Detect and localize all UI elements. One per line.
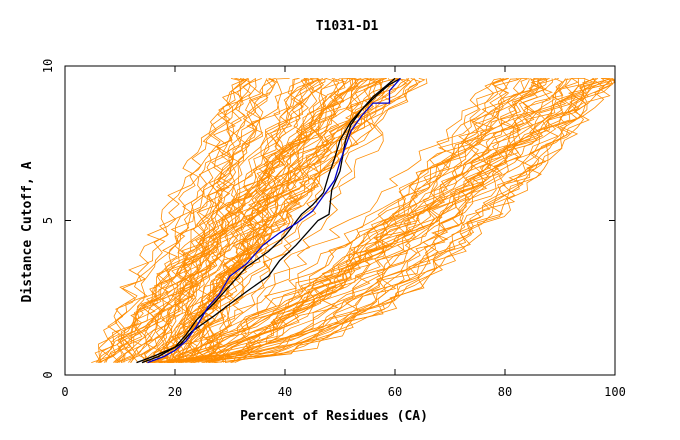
model-curve — [114, 78, 276, 363]
model-curve — [128, 78, 251, 363]
model-curve — [175, 78, 568, 363]
x-axis-ticks: 0 20 40 60 80 100 — [61, 66, 626, 399]
model-curve — [116, 78, 241, 363]
model-curve — [157, 78, 352, 363]
model-curve — [212, 78, 422, 363]
model-curve — [184, 78, 596, 363]
model-curve — [95, 78, 419, 363]
model-curve — [177, 78, 336, 363]
y-axis-label: Distance Cutoff, A — [20, 161, 35, 302]
model-curve — [130, 78, 251, 363]
highlighted-model-curve — [147, 77, 401, 364]
x-tick-label: 100 — [604, 385, 626, 399]
chart-title: T1031-D1 — [316, 19, 379, 34]
model-curve — [168, 78, 381, 363]
x-tick-label: 0 — [61, 385, 68, 399]
model-curve — [165, 78, 269, 363]
model-curve — [204, 78, 324, 363]
model-curve — [113, 78, 319, 363]
model-curve — [165, 78, 299, 363]
model-curve — [225, 78, 510, 363]
model-curve — [178, 78, 535, 363]
model-curve — [208, 78, 543, 363]
y-tick-label: 10 — [41, 59, 55, 73]
model-curve — [214, 78, 599, 363]
model-curve — [116, 78, 349, 363]
model-curve — [97, 78, 248, 363]
model-curve — [156, 78, 320, 363]
model-curve — [163, 78, 563, 363]
model-curve — [91, 78, 382, 363]
x-tick-label: 40 — [278, 385, 292, 399]
model-curve — [190, 78, 579, 363]
model-curve — [99, 78, 245, 363]
model-curve — [150, 78, 398, 363]
model-curve — [209, 78, 610, 363]
x-tick-label: 60 — [388, 385, 402, 399]
model-curve — [123, 78, 383, 363]
model-curve — [120, 78, 360, 363]
model-curve — [105, 78, 370, 363]
model-curve — [181, 78, 376, 363]
model-curve — [212, 78, 612, 363]
model-curve — [98, 78, 257, 363]
model-curve — [98, 78, 290, 363]
model-curve — [160, 78, 616, 363]
model-curve — [189, 78, 366, 363]
x-tick-label: 80 — [498, 385, 512, 399]
model-curve — [151, 78, 509, 363]
highlighted-model-curve — [141, 77, 396, 364]
model-curve — [150, 78, 529, 363]
y-tick-label: 0 — [41, 371, 55, 378]
model-curve — [232, 78, 559, 363]
model-curve — [169, 78, 547, 363]
model-curve — [158, 78, 585, 363]
y-axis-ticks: 0 5 10 — [41, 59, 615, 379]
model-curve — [234, 78, 550, 363]
model-curve — [200, 78, 530, 363]
model-curve — [166, 78, 586, 363]
model-curve — [204, 78, 428, 363]
x-tick-label: 20 — [168, 385, 182, 399]
model-curve — [147, 78, 262, 363]
model-curve — [186, 78, 579, 363]
model-curve — [159, 78, 594, 363]
model-curve — [175, 78, 276, 363]
highlighted-series-group — [136, 77, 401, 364]
y-tick-label: 5 — [41, 217, 55, 224]
highlighted-model-curve — [136, 77, 401, 364]
model-curve — [156, 78, 426, 363]
x-axis-label: Percent of Residues (CA) — [240, 409, 428, 424]
model-curve — [150, 78, 508, 363]
